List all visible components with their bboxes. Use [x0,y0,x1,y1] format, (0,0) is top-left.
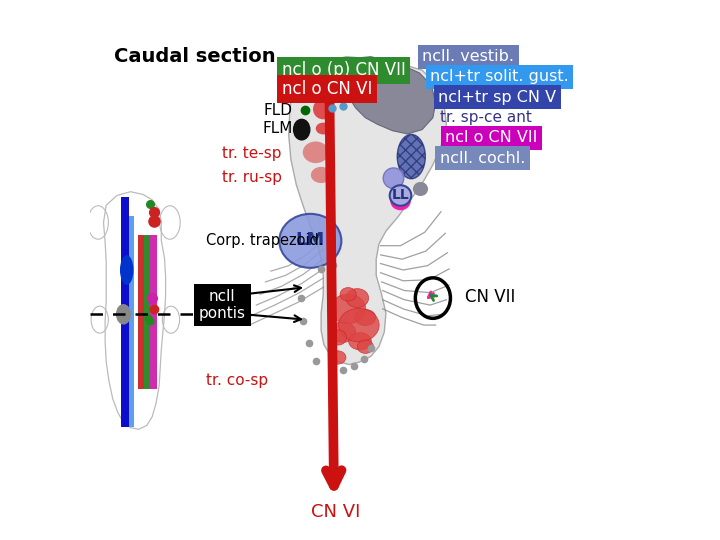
Polygon shape [150,235,157,389]
Ellipse shape [120,255,133,285]
Ellipse shape [346,288,369,307]
Polygon shape [138,235,144,389]
Text: ncl+tr solit. gust.: ncl+tr solit. gust. [431,69,569,84]
Ellipse shape [355,309,376,326]
Ellipse shape [413,182,428,196]
Text: ncll. vestib.: ncll. vestib. [422,49,514,64]
Ellipse shape [313,99,333,119]
Text: LL: LL [392,188,410,202]
Text: CN VII: CN VII [465,288,516,306]
Text: LM: LM [296,231,325,249]
Polygon shape [144,235,150,389]
Text: ncll. cochl.: ncll. cochl. [440,151,526,166]
Polygon shape [121,197,129,427]
Ellipse shape [357,340,374,354]
Ellipse shape [116,304,131,325]
Text: tr. te-sp: tr. te-sp [222,146,282,161]
Ellipse shape [311,167,331,183]
Text: tr. sp-ce ant: tr. sp-ce ant [440,110,532,125]
Text: FLD: FLD [264,103,292,118]
Ellipse shape [340,287,356,301]
Ellipse shape [383,168,404,188]
Ellipse shape [294,119,310,140]
Text: tr. ru-sp: tr. ru-sp [222,170,282,185]
Text: ncl o CN VII: ncl o CN VII [445,130,538,145]
Polygon shape [289,57,446,364]
Text: ncl o (p) CN VII: ncl o (p) CN VII [282,61,405,79]
Text: Caudal section: Caudal section [114,47,276,66]
Text: ncl o CN VI: ncl o CN VI [282,80,372,98]
Ellipse shape [303,141,329,163]
Text: tr. co-sp: tr. co-sp [206,373,269,388]
Text: FLM: FLM [262,121,292,136]
Ellipse shape [330,294,366,323]
Text: Corp. trapezoid.: Corp. trapezoid. [206,233,324,248]
Polygon shape [129,216,134,427]
Ellipse shape [348,333,372,350]
Polygon shape [341,57,436,134]
Ellipse shape [390,185,411,206]
Ellipse shape [329,351,346,364]
Ellipse shape [315,123,330,134]
Text: CN VI: CN VI [311,503,361,521]
Ellipse shape [279,214,341,268]
Ellipse shape [330,322,356,342]
Ellipse shape [330,330,346,345]
Ellipse shape [397,134,426,179]
Ellipse shape [338,308,379,342]
Text: ncl+tr sp CN V: ncl+tr sp CN V [438,90,557,105]
Ellipse shape [390,192,410,210]
Text: ncll
pontis: ncll pontis [199,289,246,321]
